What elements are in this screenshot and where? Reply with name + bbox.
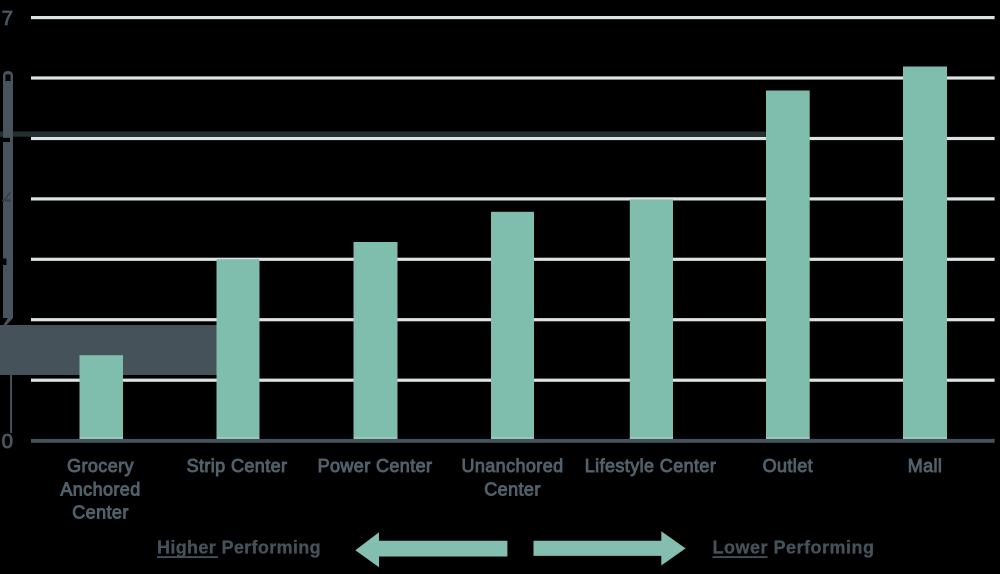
svg-text:Mall: Mall [908,456,943,476]
svg-text:Lifestyle Center: Lifestyle Center [585,456,716,476]
svg-text:Center: Center [484,479,540,499]
svg-text:Strip Center: Strip Center [187,456,288,476]
svg-text:Power Center: Power Center [318,456,433,476]
svg-text:0: 0 [2,430,13,453]
svg-text:7: 7 [2,7,13,30]
svg-text:Center: Center [72,503,128,523]
svg-text:Anchored: Anchored [60,479,140,499]
svg-text:Grocery: Grocery [67,456,134,476]
svg-text:Higher Performing: Higher Performing [157,538,321,558]
svg-text:Lower Performing: Lower Performing [713,538,875,558]
svg-text:Unanchored: Unanchored [461,456,563,476]
svg-text:Outlet: Outlet [763,456,813,476]
